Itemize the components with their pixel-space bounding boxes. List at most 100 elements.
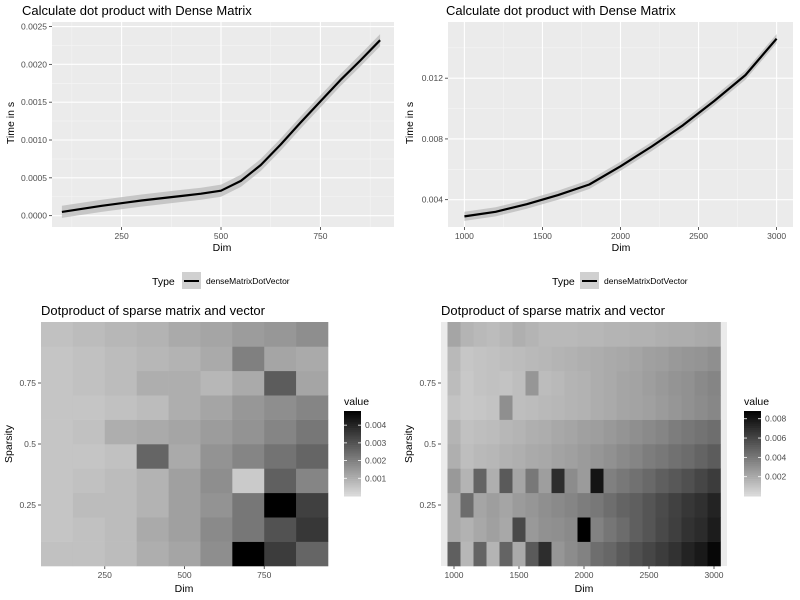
heatmap-cell: [447, 346, 461, 372]
heatmap-cell: [681, 346, 695, 372]
heatmap-cell: [136, 541, 169, 567]
heatmap-cell: [136, 370, 169, 396]
heatmap-cell: [512, 419, 526, 445]
panel-background: [52, 22, 394, 227]
heatmap-cell: [168, 468, 201, 494]
series-denseMatrixDotVector: [464, 34, 778, 221]
heatmap-cell: [603, 468, 617, 494]
heatmap-cell: [473, 419, 487, 445]
legend: Type denseMatrixDotVector: [152, 272, 290, 289]
heatmap-cell: [707, 395, 721, 420]
colorbar-step: [744, 455, 761, 459]
heatmap-cell: [41, 541, 74, 567]
heatmap-cell: [538, 444, 552, 469]
heatmap-cell: [616, 517, 630, 542]
heatmap-cell: [564, 492, 578, 518]
y-tick-label: 0.0015: [21, 97, 47, 107]
heatmap-cell: [512, 322, 526, 347]
heatmap-cell: [551, 492, 565, 518]
heatmap-cell: [577, 444, 591, 469]
heatmap-cell: [538, 370, 552, 396]
heatmap-cell: [564, 541, 578, 567]
heatmap-cell: [168, 419, 201, 445]
heatmap-cell: [473, 468, 487, 494]
heatmap-cell: [512, 468, 526, 494]
heatmap-cell: [655, 492, 669, 518]
colorbar-step: [344, 462, 361, 465]
heatmap-cell: [707, 322, 721, 347]
heatmap-cell: [655, 419, 669, 445]
heatmap-cell: [629, 395, 643, 420]
colorbar-step: [344, 487, 361, 491]
heatmap-cell: [512, 541, 526, 567]
heatmap-cell: [460, 419, 474, 445]
heatmap-cell: [41, 419, 74, 445]
heatmap-cell: [564, 346, 578, 372]
heatmap-cell: [603, 395, 617, 420]
heatmap-cell: [681, 541, 695, 567]
heatmap-cell: [655, 346, 669, 372]
heatmap-cell: [538, 346, 552, 372]
heatmap-cell: [499, 370, 513, 396]
colorbar-step: [744, 423, 761, 427]
heatmap-cell: [642, 370, 656, 396]
heatmap-cell: [296, 444, 329, 469]
heatmap-cell: [590, 517, 604, 542]
heatmap-cell: [168, 444, 201, 469]
heatmap-cell: [655, 395, 669, 420]
heatmap-cell: [616, 370, 630, 396]
heatmap-cell: [512, 517, 526, 542]
heatmap-cell: [551, 517, 565, 542]
heatmap-cell: [694, 370, 708, 396]
heatmap-cell: [564, 322, 578, 347]
heatmap-cell: [629, 419, 643, 445]
heatmap-cell: [41, 492, 74, 518]
heatmap-cell: [499, 322, 513, 347]
heatmap-cell: [41, 346, 74, 372]
heatmap-cell: [681, 444, 695, 469]
heatmap-cell: [616, 322, 630, 347]
heatmap-cell: [486, 444, 500, 469]
heatmap-cell: [486, 419, 500, 445]
heatmap-cell: [499, 419, 513, 445]
heatmap-cell: [642, 346, 656, 372]
panel-sparse-large: Dotproduct of sparse matrix and vector D…: [403, 303, 787, 595]
heatmap-cell: [232, 419, 265, 445]
heatmap-cell: [525, 322, 539, 347]
colorbar-step: [344, 491, 361, 495]
heatmap-cell: [486, 468, 500, 494]
heatmap-cell: [707, 541, 721, 567]
heatmap-cell: [499, 517, 513, 542]
heatmap-cell: [168, 492, 201, 518]
legend-entry: denseMatrixDotVector: [604, 276, 688, 286]
heatmap-cell: [473, 322, 487, 347]
heatmap-cell: [681, 492, 695, 518]
heatmap-cell: [512, 444, 526, 469]
colorbar-step: [344, 474, 361, 478]
heatmap-cell: [41, 468, 74, 494]
heatmap-cell: [551, 444, 565, 469]
colorbar-step: [344, 413, 361, 416]
heatmap-cell: [499, 541, 513, 567]
heatmap-cell: [525, 370, 539, 396]
heatmap-cell: [264, 322, 297, 347]
colorbar-step: [744, 425, 761, 429]
x-tick-label: 1500: [510, 570, 529, 580]
colorbar-step: [744, 434, 761, 437]
heatmap-cells: [41, 322, 329, 567]
heatmap-cell: [694, 468, 708, 494]
colorbar-step: [744, 459, 761, 463]
heatmap-cell: [168, 346, 201, 372]
heatmap-cell: [486, 541, 500, 567]
heatmap-cell: [473, 492, 487, 518]
heatmap-cell: [72, 444, 106, 469]
y-tick-label: 0.75: [419, 378, 436, 388]
heatmap-cell: [460, 395, 474, 420]
axis-ticks: 1000 1500 2000 2500 3000 0.25 0.5 0.75: [419, 378, 723, 580]
heatmap-cell: [264, 444, 297, 469]
heatmap-cell: [629, 444, 643, 469]
heatmap-cell: [136, 468, 169, 494]
panel-dense-large: Calculate dot product with Dense Matrix …: [404, 3, 793, 289]
colorbar-label: 0.006: [765, 433, 787, 443]
